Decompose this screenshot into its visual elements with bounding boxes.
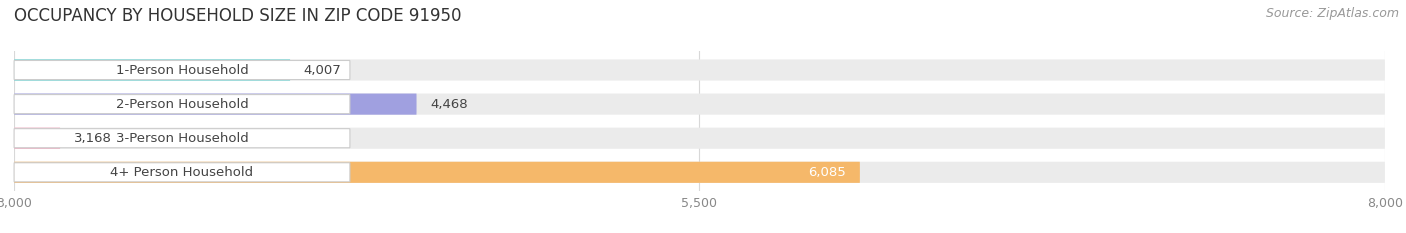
FancyBboxPatch shape (14, 163, 350, 182)
Text: 1-Person Household: 1-Person Household (115, 64, 249, 76)
Text: Source: ZipAtlas.com: Source: ZipAtlas.com (1265, 7, 1399, 20)
FancyBboxPatch shape (14, 128, 60, 149)
FancyBboxPatch shape (14, 162, 1385, 183)
FancyBboxPatch shape (14, 162, 860, 183)
FancyBboxPatch shape (14, 95, 350, 114)
FancyBboxPatch shape (14, 93, 416, 115)
Text: 3,168: 3,168 (75, 132, 111, 145)
FancyBboxPatch shape (14, 128, 1385, 149)
Text: 2-Person Household: 2-Person Household (115, 98, 249, 111)
Text: 6,085: 6,085 (808, 166, 846, 179)
Text: 4,007: 4,007 (304, 64, 342, 76)
Text: 3-Person Household: 3-Person Household (115, 132, 249, 145)
FancyBboxPatch shape (14, 59, 290, 81)
FancyBboxPatch shape (14, 93, 1385, 115)
FancyBboxPatch shape (14, 61, 350, 79)
Text: 4,468: 4,468 (430, 98, 468, 111)
Text: 4+ Person Household: 4+ Person Household (111, 166, 253, 179)
FancyBboxPatch shape (14, 129, 350, 148)
Text: OCCUPANCY BY HOUSEHOLD SIZE IN ZIP CODE 91950: OCCUPANCY BY HOUSEHOLD SIZE IN ZIP CODE … (14, 7, 461, 25)
FancyBboxPatch shape (14, 59, 1385, 81)
